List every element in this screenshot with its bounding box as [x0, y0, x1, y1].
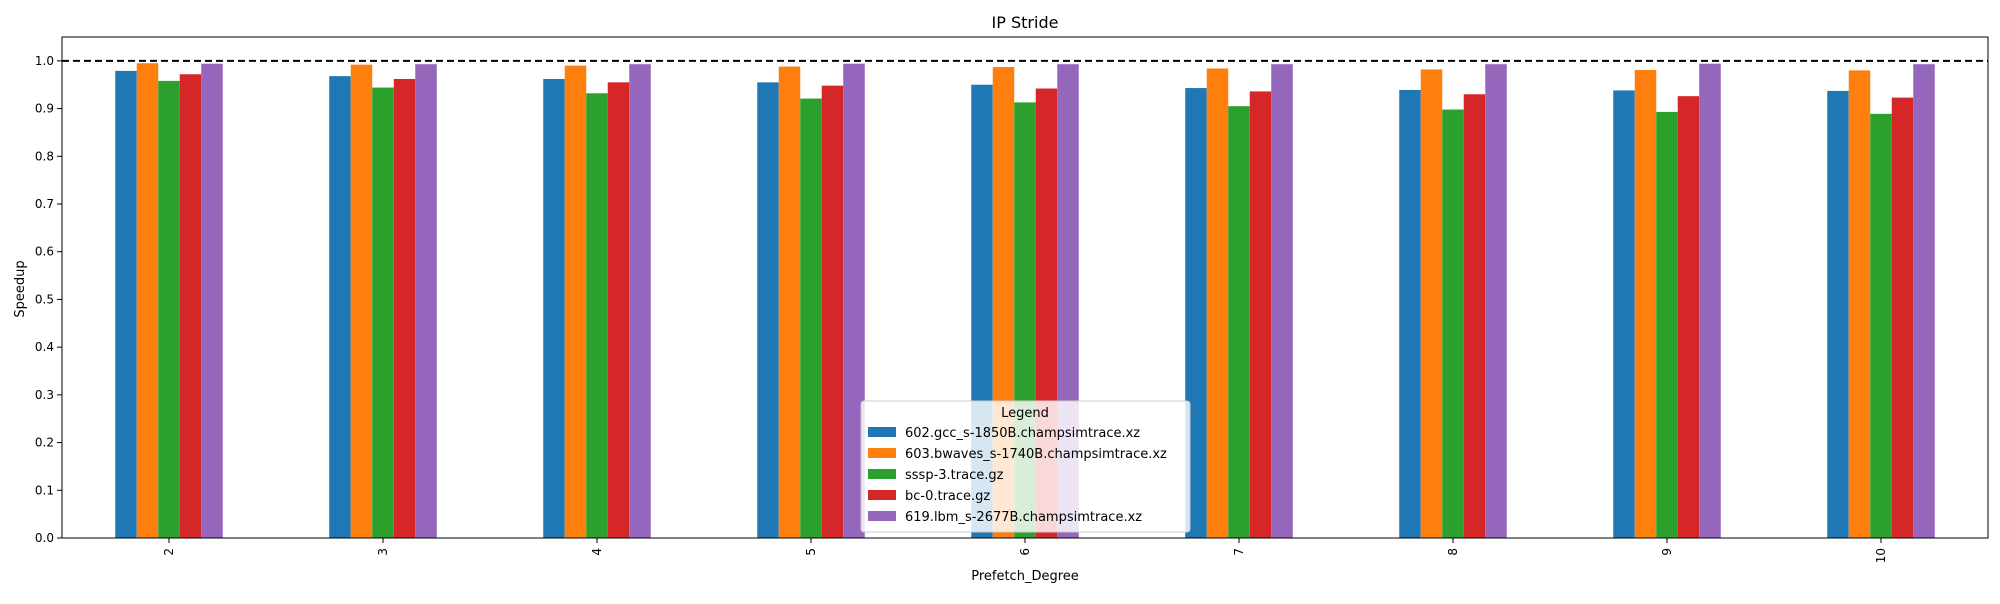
legend-items: 602.gcc_s-1850B.champsimtrace.xz 603.bwav… [868, 426, 1167, 525]
y-tick-label: 0.1 [35, 483, 54, 497]
legend-label: bc-0.trace.gz [905, 489, 990, 504]
bar [543, 78, 565, 538]
legend-label: 603.bwaves_s-1740B.champsimtrace.xz [905, 447, 1167, 462]
y-tick-label: 0.6 [35, 245, 54, 259]
bar [1848, 70, 1871, 539]
chart-title: IP Stride [992, 13, 1059, 32]
legend-swatch [868, 469, 896, 479]
x-tick-label: 5 [804, 548, 818, 556]
legend-label: 602.gcc_s-1850B.champsimtrace.xz [905, 426, 1140, 441]
y-tick-label: 0.0 [35, 531, 54, 545]
legend-title: Legend [1001, 406, 1049, 421]
bar [757, 82, 779, 538]
bar [1827, 90, 1849, 538]
bar [1249, 91, 1272, 538]
bar [1228, 106, 1250, 538]
bar [1271, 64, 1293, 538]
x-tick-label: 10 [1874, 548, 1888, 563]
legend: Legend 602.gcc_s-1850B.champsimtrace.xz6… [860, 400, 1191, 533]
legend-swatch [868, 448, 896, 458]
bar [1634, 69, 1657, 539]
x-axis-ticks: 2 3 4 5 6 7 8 9 10 [162, 538, 1888, 563]
y-tick-label: 0.9 [35, 102, 54, 116]
legend-label: 619.lbm_s-2677B.champsimtrace.xz [905, 510, 1142, 525]
bar [350, 64, 373, 538]
x-tick-label: 2 [162, 548, 176, 556]
plot-area-frame [61, 36, 1989, 539]
bar [1677, 96, 1700, 538]
x-tick-label: 9 [1660, 548, 1674, 556]
legend-box [860, 400, 1191, 533]
bar [843, 63, 865, 538]
bar [415, 64, 437, 538]
bar [201, 63, 223, 538]
bar [1485, 64, 1507, 538]
bar [158, 80, 180, 538]
legend-label: sssp-3.trace.gz [905, 468, 1004, 483]
bar [1420, 69, 1443, 539]
x-tick-label: 3 [376, 548, 390, 556]
bar [1891, 97, 1914, 539]
bar [607, 82, 630, 538]
bar [1870, 113, 1892, 538]
x-axis-label: Prefetch_Degree [971, 569, 1079, 584]
bar [136, 63, 159, 538]
legend-swatch [868, 511, 896, 521]
x-tick-label: 4 [590, 548, 604, 556]
bar [393, 78, 416, 538]
y-tick-label: 0.4 [35, 340, 54, 354]
bar [1206, 68, 1229, 539]
bar [115, 70, 137, 539]
bar [1613, 90, 1635, 538]
x-tick-label: 8 [1446, 548, 1460, 556]
bar [1463, 94, 1486, 538]
y-tick-label: 0.8 [35, 149, 54, 163]
bar [1913, 64, 1935, 538]
y-tick-label: 0.5 [35, 292, 54, 306]
bar [800, 98, 822, 539]
bar [1699, 63, 1721, 538]
y-axis-label: Speedup [13, 260, 28, 317]
bar [179, 74, 202, 539]
y-tick-label: 1.0 [35, 54, 54, 68]
bar [329, 76, 351, 538]
x-tick-label: 7 [1232, 548, 1246, 556]
y-axis-ticks: 0.0 0.1 0.2 0.3 0.4 0.5 0.6 0.7 0.8 0.9 1.0 [35, 54, 62, 545]
bar [1442, 109, 1464, 539]
bar [1656, 111, 1678, 538]
bar [372, 87, 394, 538]
bar [778, 66, 801, 538]
bar [1185, 88, 1207, 538]
legend-swatch [868, 490, 896, 500]
bar [586, 93, 608, 538]
bar [629, 64, 651, 538]
y-tick-label: 0.2 [35, 436, 54, 450]
x-tick-label: 6 [1018, 548, 1032, 556]
bar [564, 65, 587, 538]
legend-swatch [868, 427, 896, 437]
bar [1399, 89, 1421, 538]
bar [821, 85, 844, 538]
y-tick-label: 0.3 [35, 388, 54, 402]
y-tick-label: 0.7 [35, 197, 54, 211]
